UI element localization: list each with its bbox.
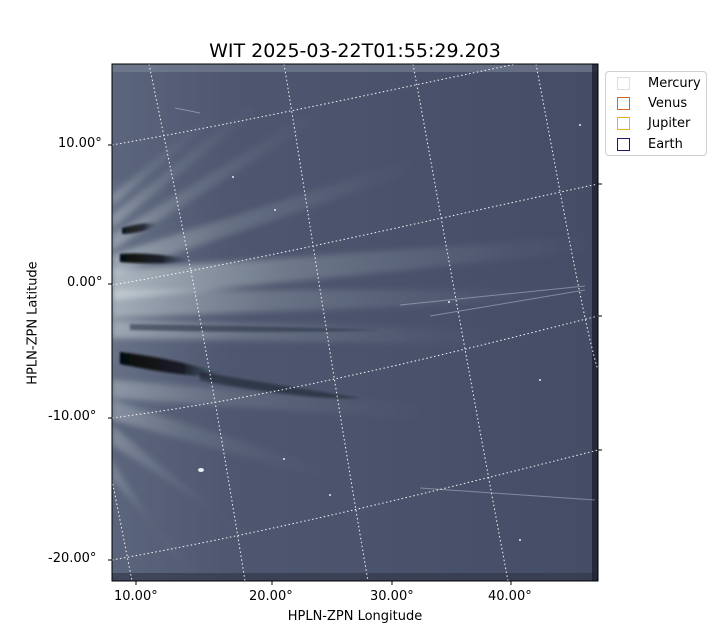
stars xyxy=(198,124,581,541)
legend-swatch xyxy=(617,77,630,90)
legend-label: Mercury xyxy=(648,76,701,91)
legend-label: Venus xyxy=(648,96,688,111)
dark-streamers xyxy=(120,223,380,399)
y-tick-label: -10.00° xyxy=(48,409,97,424)
plot-title: WIT 2025-03-22T01:55:29.203 xyxy=(209,40,501,62)
legend-item-jupiter: Jupiter xyxy=(617,115,707,133)
star-streaks xyxy=(174,107,596,501)
legend-swatch xyxy=(617,138,630,151)
y-tick-label: 10.00° xyxy=(58,136,102,151)
x-tick-label: 10.00° xyxy=(114,589,158,604)
legend-swatch xyxy=(617,117,630,130)
x-axis-label: HPLN-ZPN Longitude xyxy=(287,609,423,624)
legend-swatch xyxy=(617,97,630,110)
y-tick-label: -20.00° xyxy=(48,551,97,566)
legend-item-earth: Earth xyxy=(617,136,707,154)
y-axis-label: HPLN-ZPN Latitude xyxy=(25,261,41,385)
legend: Mercury Venus Jupiter Earth xyxy=(605,71,707,156)
x-tick-label: 20.00° xyxy=(249,589,293,604)
legend-item-venus: Venus xyxy=(617,95,707,113)
x-tick-label: 30.00° xyxy=(370,589,414,604)
legend-item-mercury: Mercury xyxy=(617,75,707,93)
plot-frame xyxy=(111,63,599,582)
y-tick-label: 0.00° xyxy=(67,275,103,290)
axis-ticks xyxy=(108,144,602,585)
legend-label: Jupiter xyxy=(648,116,691,131)
legend-label: Earth xyxy=(648,137,683,152)
coordinate-grid xyxy=(112,64,598,581)
x-tick-label: 40.00° xyxy=(488,589,532,604)
image-area xyxy=(112,64,598,581)
